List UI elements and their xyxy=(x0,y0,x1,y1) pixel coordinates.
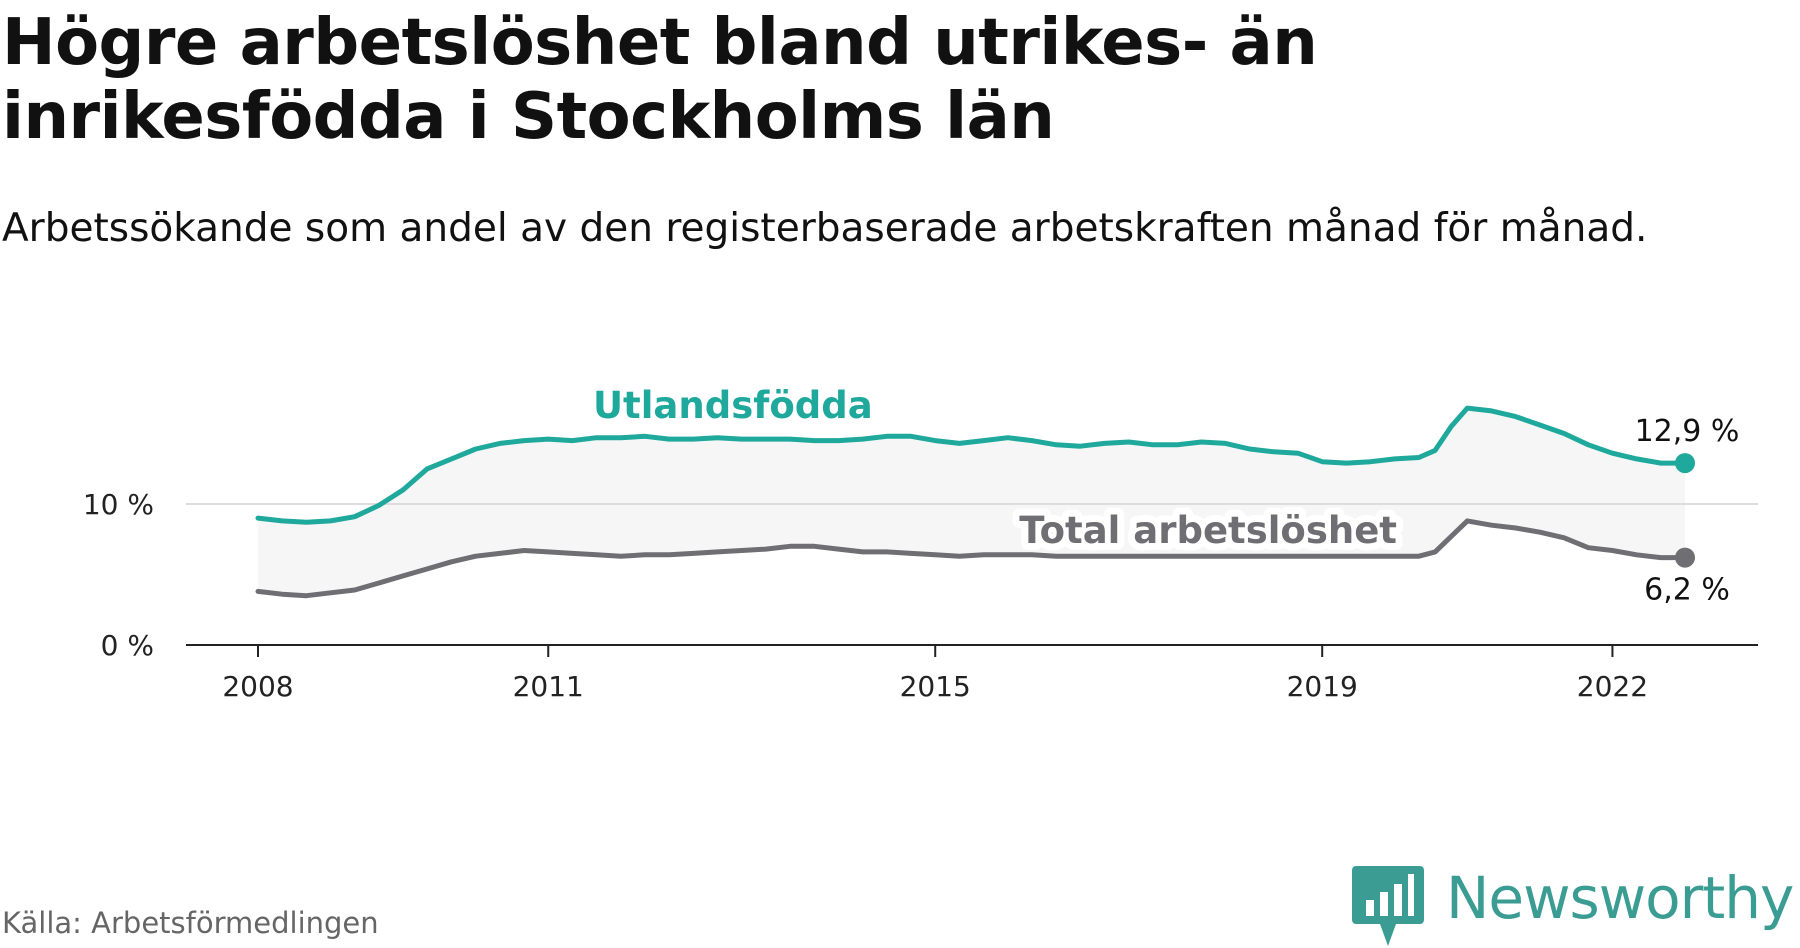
series-end-marker-1 xyxy=(1675,547,1695,568)
bar-chart-speech-bubble-icon xyxy=(1352,866,1424,946)
newsworthy-logo: Newsworthy xyxy=(1350,860,1800,948)
series-end-label-1: 6,2 % xyxy=(1644,573,1730,608)
brand-name: Newsworthy xyxy=(1446,864,1794,932)
x-tick-label: 2022 xyxy=(1577,670,1648,703)
chart-subtitle: Arbetssökande som andel av den registerb… xyxy=(2,206,1648,251)
y-tick-label: 0 % xyxy=(101,629,154,662)
series-label-halo: Total arbetslöshet xyxy=(1019,509,1397,552)
series-label-1: Total arbetslöshet xyxy=(1019,509,1397,552)
line-chart: 12,9 %6,2 %UtlandsföddaUtlandsföddaTotal… xyxy=(83,380,1758,703)
series-label-halo: Utlandsfödda xyxy=(593,384,873,427)
series-line-0 xyxy=(255,405,1688,525)
chart-title: Högre arbetslöshet bland utrikes- än inr… xyxy=(2,6,1318,154)
x-tick-label: 2019 xyxy=(1287,670,1358,703)
y-tick-label: 10 % xyxy=(83,488,154,521)
series-line-1 xyxy=(255,518,1688,599)
x-tick-label: 2008 xyxy=(222,670,293,703)
source-note: Källa: Arbetsförmedlingen xyxy=(2,906,379,940)
gap-band xyxy=(258,408,1685,596)
x-tick-label: 2015 xyxy=(900,670,971,703)
series-label-0: Utlandsfödda xyxy=(593,384,873,427)
series-end-label-0: 12,9 % xyxy=(1635,414,1740,449)
series-end-marker-0 xyxy=(1675,453,1695,474)
x-tick-label: 2011 xyxy=(513,670,584,703)
